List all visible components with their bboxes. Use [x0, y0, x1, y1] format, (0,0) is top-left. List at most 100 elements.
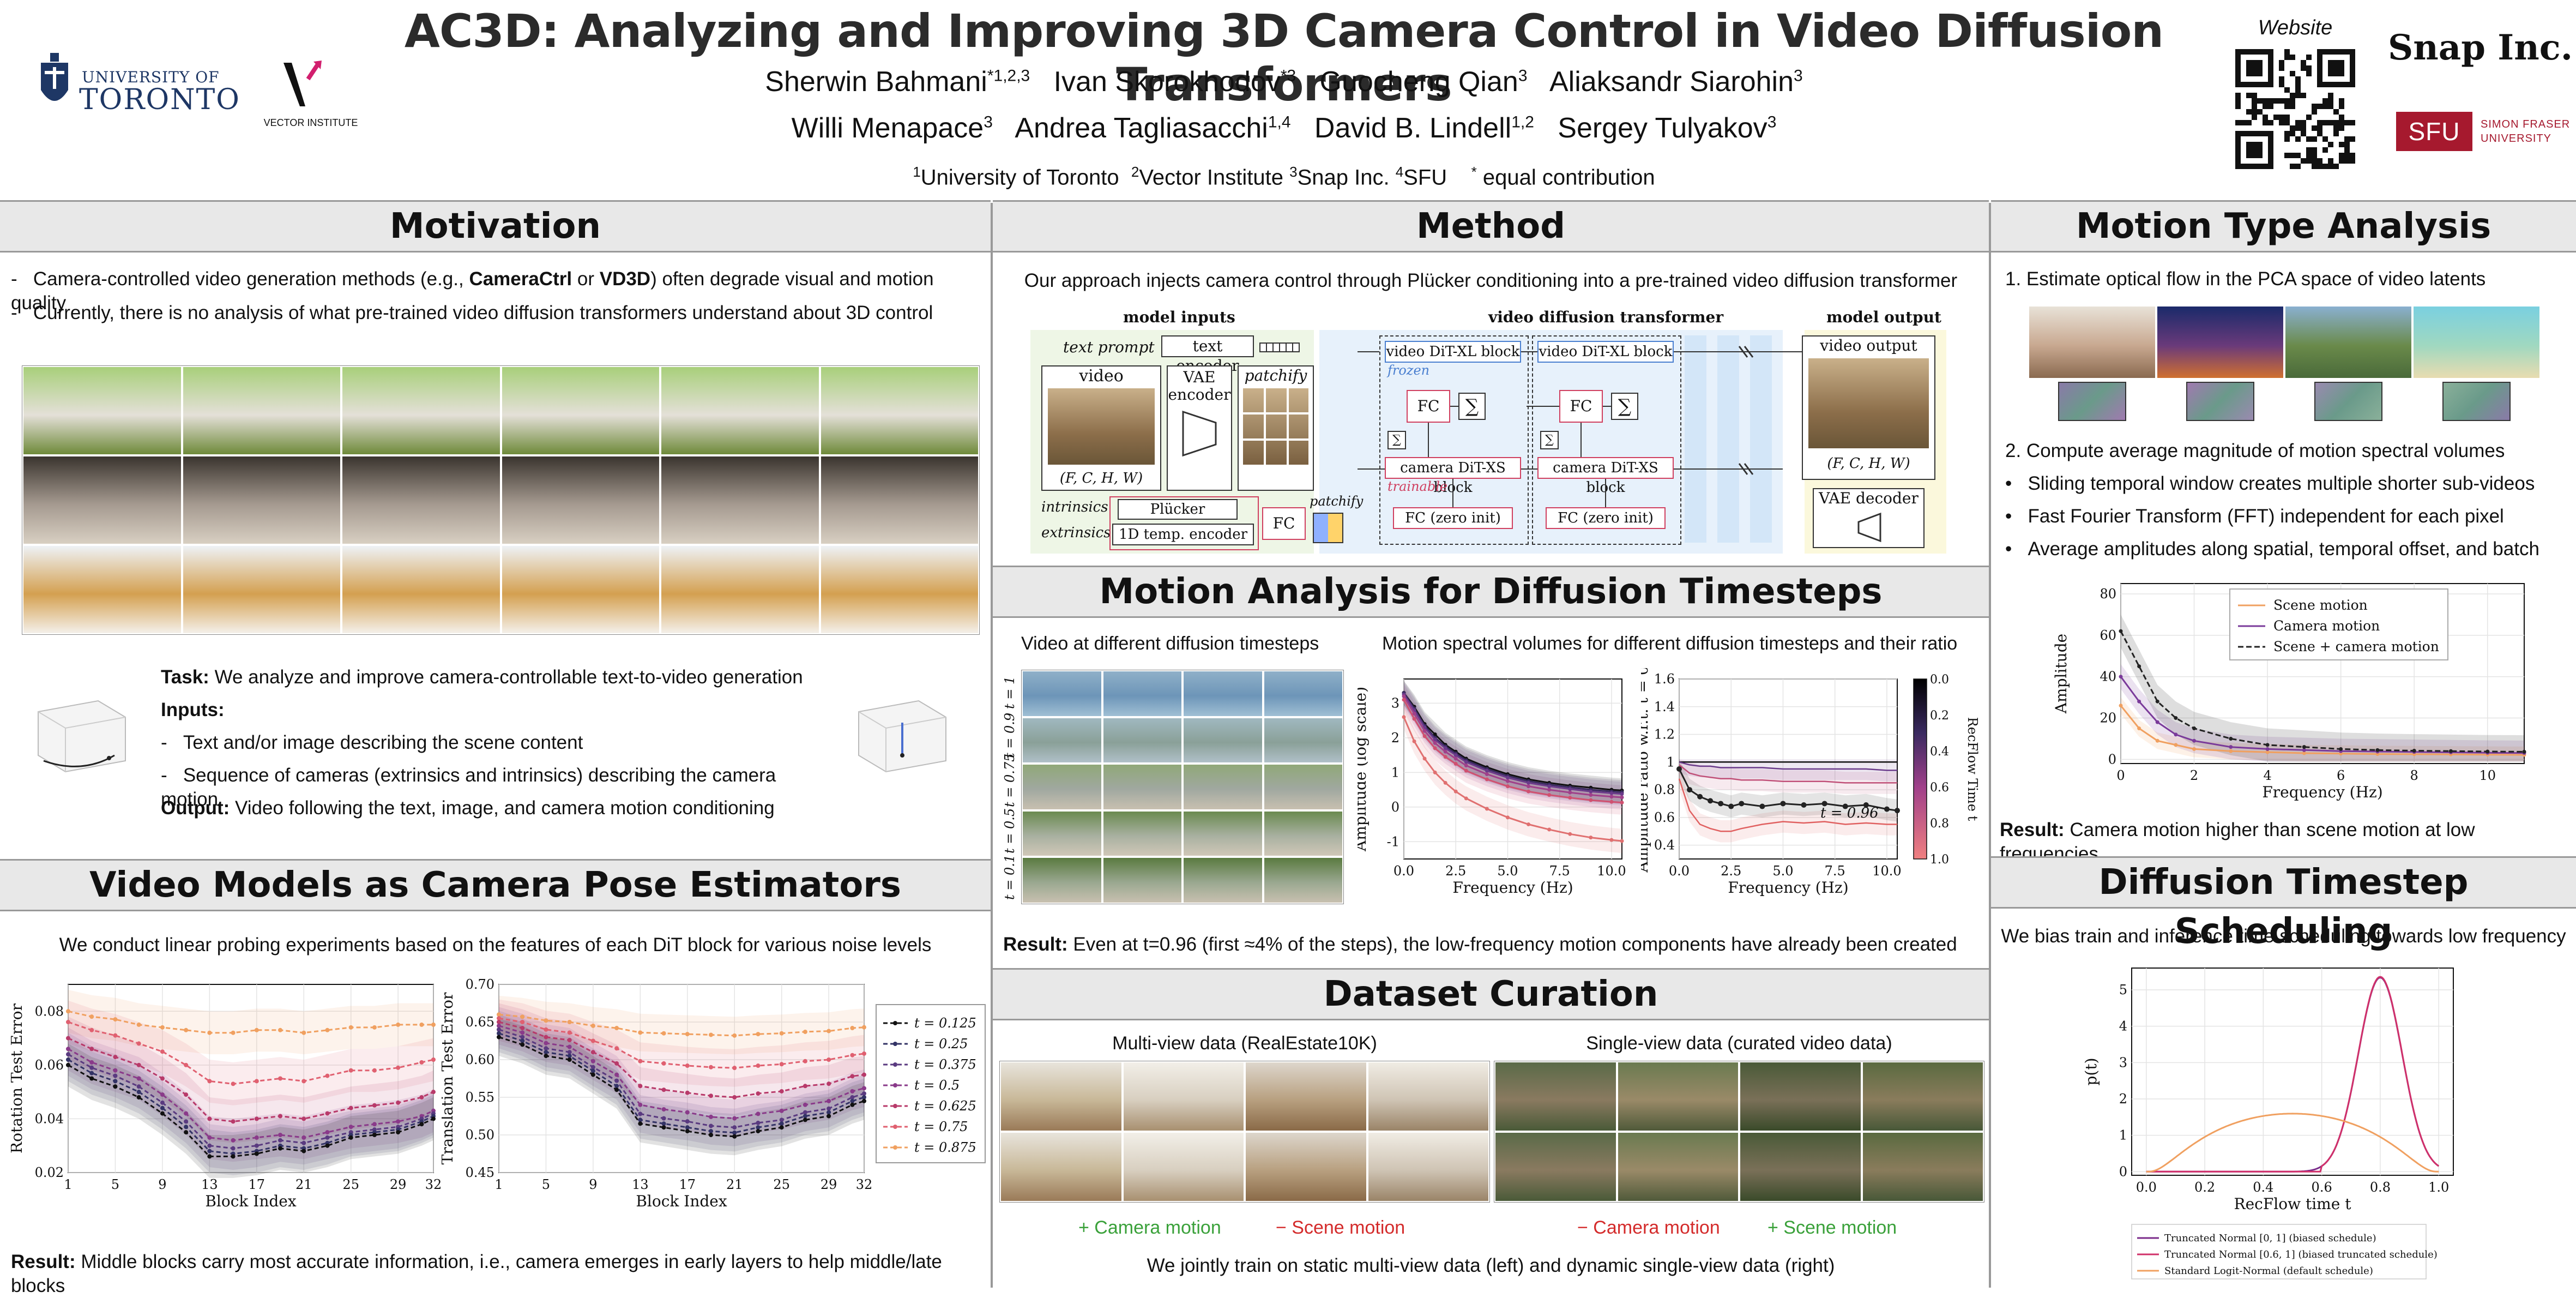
y-tick-label: 1.6: [1654, 671, 1675, 687]
qr-module: [2317, 158, 2322, 164]
spectral-point: [1464, 796, 1468, 801]
author-3: Guocheng Qian3: [1319, 66, 1528, 98]
flow-source-frame-3: [2412, 305, 2541, 379]
trajectory-cube-right-icon: [858, 700, 946, 773]
qr-module: [2306, 115, 2312, 120]
y-tick-label: 80: [2100, 586, 2116, 602]
data-point: [184, 1125, 189, 1129]
spectral-point: [1620, 839, 1624, 843]
motion-type-bullet-1: • Sliding temporal window creates multip…: [2005, 473, 2535, 494]
data-point: [66, 1020, 70, 1024]
data-point: [567, 1038, 572, 1043]
qr-code-icon[interactable]: [2235, 49, 2355, 169]
motion-point: [2174, 732, 2178, 737]
poster-header: UNIVERSITY OF TORONTO VECTOR INSTITUTE A…: [0, 0, 2576, 203]
qr-module: [2235, 93, 2241, 98]
y-tick-label: -1: [1387, 834, 1399, 849]
qr-module: [2246, 93, 2252, 98]
qr-module: [2263, 98, 2268, 104]
x-tick-label: 0.0: [1393, 863, 1414, 879]
motion-point: [2174, 716, 2178, 720]
x-tick-label: 5.0: [1497, 863, 1518, 879]
dit-fc-1: FC: [1407, 390, 1450, 423]
qr-module: [2328, 60, 2344, 76]
x-tick-label: 0.0: [2136, 1180, 2157, 1195]
qr-module: [2252, 93, 2257, 98]
motion-point: [2412, 748, 2416, 753]
sum-node-1: ∑: [1458, 393, 1486, 420]
qr-module: [2290, 104, 2295, 109]
qr-module: [2322, 104, 2328, 109]
spectral-point: [1433, 741, 1437, 745]
dataset-right-minus: − Camera motion: [1577, 1217, 1720, 1238]
timestep-frame-2-1: [1102, 764, 1183, 810]
colorbar: [1913, 678, 1927, 860]
qr-module: [2350, 153, 2355, 158]
qr-module: [2344, 158, 2350, 164]
sfu-line1: SIMON FRASER: [2481, 118, 2571, 130]
schedule-legend-label: Truncated Normal [0.6, 1] (biased trunca…: [2164, 1249, 2438, 1260]
camera-patchify-label: patchify: [1310, 494, 1364, 509]
trapezoid-icon: [1182, 410, 1217, 457]
error-band: [499, 1014, 864, 1152]
sum-node-2: ∑: [1611, 393, 1638, 420]
data-point: [685, 1032, 690, 1037]
snap-logo: Snap Inc.: [2388, 27, 2573, 68]
author-6: Andrea Tagliasacchi1,4: [1015, 112, 1291, 144]
sfu-line2: UNIVERSITY: [2481, 133, 2552, 145]
data-point: [89, 1076, 94, 1081]
timestep-frame-0-0: [1022, 670, 1102, 717]
qr-module: [2339, 104, 2344, 109]
timestep-frame-2-3: [1263, 764, 1343, 810]
data-point: [254, 1151, 259, 1156]
qr-module: [2295, 136, 2301, 142]
qr-module: [2322, 98, 2328, 104]
data-point: [254, 1116, 259, 1121]
x-tick-label: 29: [390, 1177, 407, 1192]
y-tick-label: 5: [2119, 982, 2127, 997]
data-point: [638, 1084, 643, 1089]
x-axis-label: RecFlow time t: [2234, 1195, 2352, 1213]
data-point: [544, 1035, 548, 1039]
timestep-frame-2-0: [1022, 764, 1102, 810]
colorbar-tick-label: 0.0: [1930, 673, 1949, 687]
data-point: [638, 1117, 643, 1122]
extrinsics-label: extrinsics: [1041, 525, 1111, 541]
data-point: [685, 1125, 690, 1130]
timestep-frame-3-1: [1102, 810, 1183, 857]
legend-label: t = 0.625: [914, 1098, 976, 1114]
qr-module: [2312, 104, 2317, 109]
timestep-frame-1-3: [1263, 717, 1343, 764]
temporal-encoder-box: 1D temp. encoder: [1112, 524, 1254, 545]
x-tick-label: 6: [2337, 768, 2345, 783]
x-axis-label: Block Index: [205, 1192, 297, 1210]
task-line: Task: We analyze and improve camera-cont…: [161, 666, 803, 688]
series-line: [498, 1013, 865, 1037]
data-point: [66, 1047, 70, 1051]
x-tick-label: 2.5: [1445, 863, 1466, 879]
data-point: [590, 1068, 595, 1073]
legend-marker: [893, 1062, 897, 1067]
data-point: [614, 1061, 619, 1066]
data-point: [803, 1110, 807, 1115]
x-tick-label: 10: [2479, 768, 2496, 783]
timestep-frame-1-0: [1022, 717, 1102, 764]
authors-line-2: Willi Menapace3 Andrea Tagliasacchi1,4 D…: [600, 112, 1968, 145]
spectral-point: [1589, 789, 1593, 794]
legend-marker: [893, 1083, 897, 1087]
data-point: [113, 1068, 118, 1073]
qr-module: [2290, 55, 2295, 60]
data-point: [732, 1116, 737, 1121]
trainable-label: trainable: [1387, 479, 1448, 494]
spectral-point: [1547, 793, 1552, 797]
ratio-point: [1821, 801, 1827, 807]
y-tick-label: 40: [2100, 669, 2116, 684]
qr-module: [2235, 104, 2241, 109]
column-divider-2: [1989, 203, 1991, 1288]
qr-module: [2273, 115, 2279, 120]
schedule-legend-label: Truncated Normal [0, 1] (biased schedule…: [2164, 1233, 2376, 1244]
data-point: [638, 1111, 643, 1116]
x-tick-label: 7.5: [1549, 863, 1570, 879]
y-tick-label: 0: [2108, 752, 2116, 767]
author-4: Aliaksandr Siarohin3: [1549, 66, 1803, 98]
